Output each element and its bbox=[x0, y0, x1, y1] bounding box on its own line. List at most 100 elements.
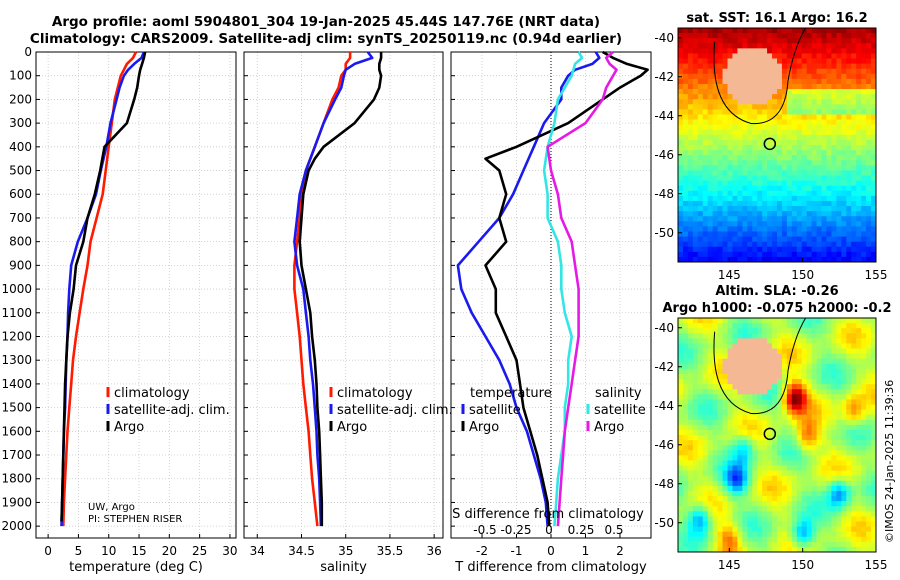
map-cell bbox=[767, 124, 773, 131]
map-cell bbox=[786, 526, 793, 533]
map-cell bbox=[801, 485, 808, 492]
map-cell bbox=[821, 256, 827, 263]
map-cell bbox=[682, 368, 689, 375]
map-cell bbox=[747, 38, 753, 44]
y-tick-label: -48 bbox=[654, 477, 674, 491]
map-cell bbox=[678, 546, 684, 553]
map-cell bbox=[821, 109, 827, 115]
map-cell bbox=[737, 373, 743, 380]
map-cell bbox=[866, 104, 872, 110]
map-cell bbox=[836, 58, 842, 65]
map-cell bbox=[747, 450, 753, 456]
map-cell bbox=[846, 521, 852, 527]
map-cell bbox=[697, 435, 704, 441]
map-cell bbox=[861, 328, 867, 334]
map-cell bbox=[841, 373, 847, 380]
map-cell bbox=[682, 246, 689, 253]
map-cell bbox=[801, 109, 808, 115]
map-cell bbox=[772, 480, 778, 487]
map-cell bbox=[791, 160, 798, 166]
map-cell bbox=[727, 94, 733, 100]
map-cell bbox=[762, 506, 768, 512]
map-cell bbox=[816, 139, 822, 146]
map-cell bbox=[806, 429, 813, 436]
map-cell bbox=[786, 470, 793, 477]
map-cell bbox=[871, 119, 877, 126]
map-cell bbox=[831, 429, 837, 436]
map-cell bbox=[801, 114, 808, 120]
map-cell bbox=[767, 104, 773, 110]
map-cell bbox=[692, 48, 699, 54]
map-cell bbox=[752, 28, 758, 34]
map-cell bbox=[702, 496, 709, 502]
map-cell bbox=[767, 99, 773, 105]
map-cell bbox=[851, 231, 857, 237]
map-cell bbox=[767, 419, 773, 426]
map-cell bbox=[717, 33, 723, 39]
map-cell bbox=[856, 231, 862, 237]
map-cell bbox=[762, 216, 768, 222]
map-cell bbox=[747, 139, 753, 146]
map-cell bbox=[697, 450, 704, 456]
map-cell bbox=[826, 190, 832, 197]
map-cell bbox=[737, 546, 743, 553]
map-cell bbox=[707, 170, 714, 176]
map-cell bbox=[777, 231, 783, 237]
argo-position-marker bbox=[763, 137, 777, 151]
map-cell bbox=[856, 200, 862, 207]
map-cell bbox=[732, 399, 738, 405]
map-cell bbox=[801, 226, 808, 232]
map-cell bbox=[836, 348, 842, 355]
map-cell bbox=[772, 124, 778, 131]
map-cell bbox=[791, 358, 798, 365]
map-cell bbox=[732, 48, 738, 54]
map-cell bbox=[757, 89, 763, 95]
map-cell bbox=[821, 206, 827, 212]
map-cell bbox=[806, 348, 813, 355]
map-cell bbox=[757, 363, 763, 370]
map-cell bbox=[732, 363, 738, 370]
map-cell bbox=[682, 99, 689, 105]
map-cell bbox=[702, 338, 709, 344]
map-cell bbox=[786, 450, 793, 456]
map-cell bbox=[806, 328, 813, 334]
map-cell bbox=[757, 94, 763, 100]
map-cell bbox=[826, 363, 832, 370]
map-cell bbox=[742, 124, 748, 131]
map-cell bbox=[772, 165, 778, 171]
map-cell bbox=[846, 404, 852, 410]
map-cell bbox=[737, 343, 743, 349]
map-cell bbox=[811, 68, 817, 75]
map-cell bbox=[692, 363, 699, 370]
map-cell bbox=[796, 516, 803, 522]
map-cell bbox=[777, 221, 783, 227]
map-cell bbox=[826, 409, 832, 416]
map-cell bbox=[752, 150, 758, 156]
map-cell bbox=[747, 384, 753, 390]
map-cell bbox=[786, 119, 793, 126]
map-cell bbox=[866, 206, 872, 212]
map-cell bbox=[732, 358, 738, 365]
map-cell bbox=[737, 43, 743, 49]
map-cell bbox=[687, 414, 694, 421]
map-cell bbox=[801, 58, 808, 65]
map-cell bbox=[866, 450, 872, 456]
map-cell bbox=[707, 511, 714, 517]
map-cell bbox=[816, 231, 822, 237]
map-cell bbox=[722, 455, 728, 461]
map-cell bbox=[781, 541, 788, 548]
map-cell bbox=[846, 541, 852, 548]
map-cell bbox=[811, 28, 817, 34]
map-cell bbox=[772, 58, 778, 65]
map-cell bbox=[732, 124, 738, 131]
map-cell bbox=[786, 211, 793, 217]
map-cell bbox=[732, 465, 738, 472]
map-cell bbox=[757, 541, 763, 548]
map-cell bbox=[846, 246, 852, 253]
map-cell bbox=[816, 53, 822, 59]
map-cell bbox=[717, 541, 723, 548]
map-cell bbox=[851, 211, 857, 217]
map-cell bbox=[831, 68, 837, 75]
map-cell bbox=[816, 429, 822, 436]
map-cell bbox=[727, 394, 733, 400]
